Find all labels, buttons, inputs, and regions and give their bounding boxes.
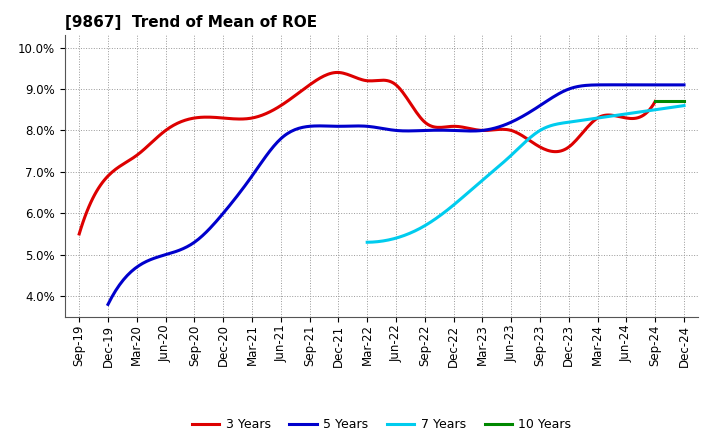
3 Years xyxy=(651,99,660,104)
5 Years xyxy=(456,128,465,133)
10 Years xyxy=(651,99,660,104)
3 Years xyxy=(562,146,571,151)
7 Years xyxy=(557,121,565,126)
Line: 7 Years: 7 Years xyxy=(367,106,684,242)
5 Years xyxy=(104,302,112,307)
3 Years xyxy=(418,117,426,122)
5 Years xyxy=(445,128,454,133)
7 Years xyxy=(364,240,372,245)
5 Years xyxy=(446,128,455,133)
3 Years xyxy=(420,119,428,124)
Line: 5 Years: 5 Years xyxy=(108,85,684,304)
10 Years xyxy=(680,99,688,104)
3 Years xyxy=(599,113,608,118)
3 Years xyxy=(77,225,86,231)
Line: 3 Years: 3 Years xyxy=(79,73,655,234)
7 Years xyxy=(550,122,559,127)
7 Years xyxy=(630,110,639,115)
Legend: 3 Years, 5 Years, 7 Years, 10 Years: 3 Years, 5 Years, 7 Years, 10 Years xyxy=(187,413,576,436)
5 Years xyxy=(605,82,613,88)
3 Years xyxy=(333,70,342,75)
5 Years xyxy=(628,82,636,88)
7 Years xyxy=(650,107,659,113)
3 Years xyxy=(429,124,438,129)
7 Years xyxy=(680,103,688,108)
Text: [9867]  Trend of Mean of ROE: [9867] Trend of Mean of ROE xyxy=(65,15,317,30)
5 Years xyxy=(680,82,688,88)
5 Years xyxy=(589,82,598,88)
7 Years xyxy=(552,122,560,127)
5 Years xyxy=(106,298,114,303)
7 Years xyxy=(363,240,372,245)
3 Years xyxy=(75,231,84,237)
